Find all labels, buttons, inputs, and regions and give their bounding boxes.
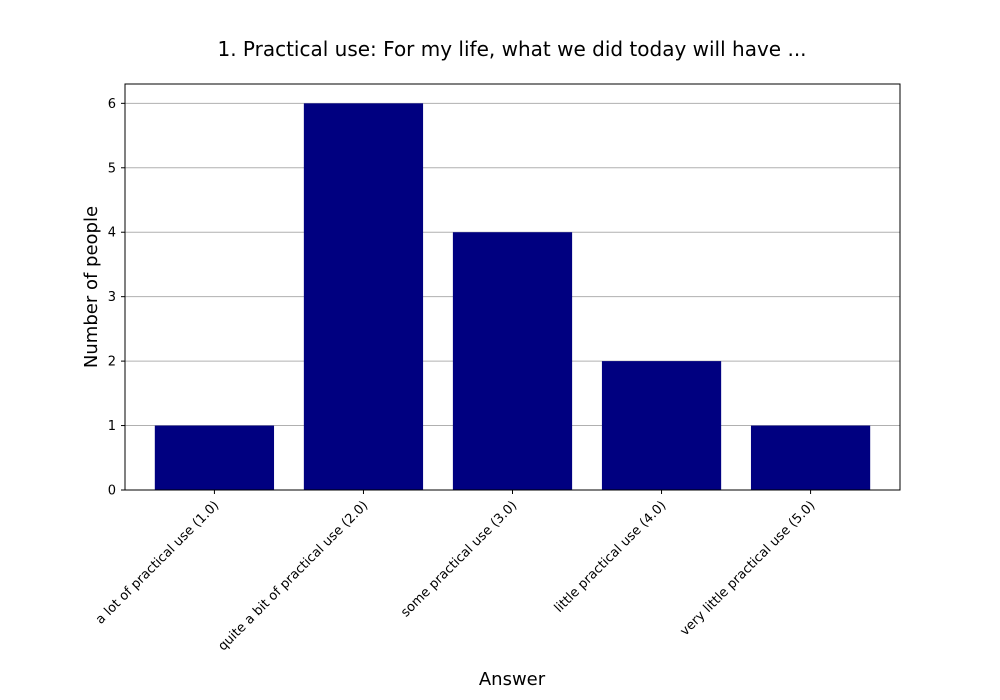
bars bbox=[154, 103, 871, 490]
chart-title: 1. Practical use: For my life, what we d… bbox=[217, 37, 806, 61]
bar bbox=[303, 103, 424, 490]
x-tick-label: some practical use (3.0) bbox=[398, 498, 520, 620]
y-tick-label: 2 bbox=[108, 355, 116, 370]
x-axis: a lot of practical use (1.0)quite a bit … bbox=[93, 490, 818, 654]
x-tick-label: little practical use (4.0) bbox=[552, 498, 670, 616]
x-axis-label: Answer bbox=[479, 669, 546, 690]
bar bbox=[154, 425, 275, 490]
bar bbox=[601, 361, 722, 490]
bar bbox=[750, 425, 871, 490]
y-tick-label: 3 bbox=[108, 290, 116, 305]
y-tick-label: 1 bbox=[108, 419, 116, 434]
x-tick-label: a lot of practical use (1.0) bbox=[93, 498, 222, 627]
x-tick-label: very little practical use (5.0) bbox=[678, 498, 819, 639]
x-tick-label: quite a bit of practical use (2.0) bbox=[215, 498, 371, 654]
y-tick-label: 4 bbox=[108, 226, 116, 241]
y-tick-label: 6 bbox=[108, 97, 116, 112]
y-tick-label: 0 bbox=[108, 484, 116, 499]
y-axis: 0 1 2 3 4 5 6 bbox=[108, 97, 125, 499]
bar bbox=[452, 232, 573, 490]
y-axis-label: Number of people bbox=[81, 206, 102, 368]
y-tick-label: 5 bbox=[108, 161, 116, 176]
